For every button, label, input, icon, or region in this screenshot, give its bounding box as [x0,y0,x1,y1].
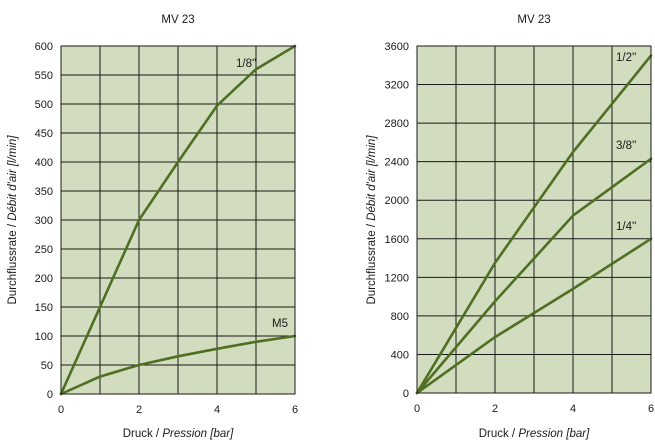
chart-left-y-tick-label: 100 [35,331,53,343]
series-label-m5: M5 [272,318,288,330]
series-label-3-8: 3/8'' [616,140,636,152]
chart-left-y-tick-label: 400 [35,157,53,169]
chart-left-frame [60,45,296,395]
chart-right-x-tick-labels: 0 2 4 6 [414,403,654,415]
chart-left: MV 23 0 50 100 150 200 250 300 350 400 450 500 550 6… [7,14,298,440]
chart-left-y-tick-label: 0 [47,389,53,401]
chart-right-y-tick-label: 2400 [385,157,409,169]
chart-left-y-tick-label: 300 [35,215,53,227]
chart-right-y-tick-label: 0 [403,388,409,400]
chart-left-x-tick-label: 4 [214,404,220,416]
series-line-1-2 [415,54,653,395]
chart-left-y-tick-label: 50 [41,360,53,372]
chart-left-x-tick-labels: 0 2 4 6 [58,404,298,416]
chart-left-x-tick-label: 0 [58,404,64,416]
series-label-1-2: 1/2'' [616,52,636,64]
chart-left-x-axis-label: Druck / Pression [bar] [123,428,234,440]
chart-left-lines [59,44,297,396]
chart-right-y-tick-labels: 0 400 800 1200 1600 2000 2400 2800 3200 3600 [385,41,409,400]
series-line-3-8 [415,157,653,395]
chart-left-y-tick-labels: 0 50 100 150 200 250 300 350 400 450 500 550 600 [35,41,53,401]
chart-left-x-tick-label: 2 [136,404,142,416]
chart-right: MV 23 0 400 800 1200 1600 2000 2400 2800 3200 360… [366,14,654,440]
chart-right-x-tick-label: 0 [414,403,420,415]
series-label-1-8: 1/8'' [236,58,256,70]
chart-right-x-tick-label: 4 [570,403,576,415]
chart-left-y-tick-label: 600 [35,41,53,53]
chart-right-x-axis-label: Druck / Pression [bar] [479,428,590,440]
chart-left-y-tick-label: 350 [35,186,53,198]
chart-right-y-tick-label: 3600 [385,41,409,53]
series-line-m5 [59,334,297,396]
chart-left-y-tick-label: 200 [35,273,53,285]
chart-left-y-tick-label: 500 [35,99,53,111]
chart-left-y-tick-label: 550 [35,70,53,82]
chart-right-y-tick-label: 1600 [385,234,409,246]
series-line-1-8 [59,44,297,396]
chart-right-frame [416,45,652,394]
chart-right-x-tick-label: 6 [648,403,654,415]
chart-left-y-tick-label: 450 [35,128,53,140]
chart-right-lines [415,54,653,395]
chart-right-y-tick-label: 800 [391,311,409,323]
chart-right-y-axis-label: Durchflussrate / Débit d'air [l/min] [366,135,378,305]
series-label-1-4: 1/4'' [616,221,636,233]
chart-right-y-tick-label: 1200 [385,272,409,284]
chart-left-y-tick-label: 250 [35,244,53,256]
chart-left-y-tick-label: 150 [35,302,53,314]
chart-right-title: MV 23 [517,14,550,26]
chart-right-y-tick-label: 3200 [385,80,409,92]
chart-left-y-axis-label: Durchflussrate / Débit d'air [l/min] [7,135,19,305]
chart-left-x-tick-label: 6 [292,404,298,416]
chart-right-x-tick-label: 2 [492,403,498,415]
series-line-1-4 [415,237,653,395]
chart-right-y-tick-label: 400 [391,349,409,361]
chart-right-y-tick-label: 2800 [385,118,409,130]
chart-right-y-tick-label: 2000 [385,195,409,207]
chart-left-title: MV 23 [161,14,194,26]
